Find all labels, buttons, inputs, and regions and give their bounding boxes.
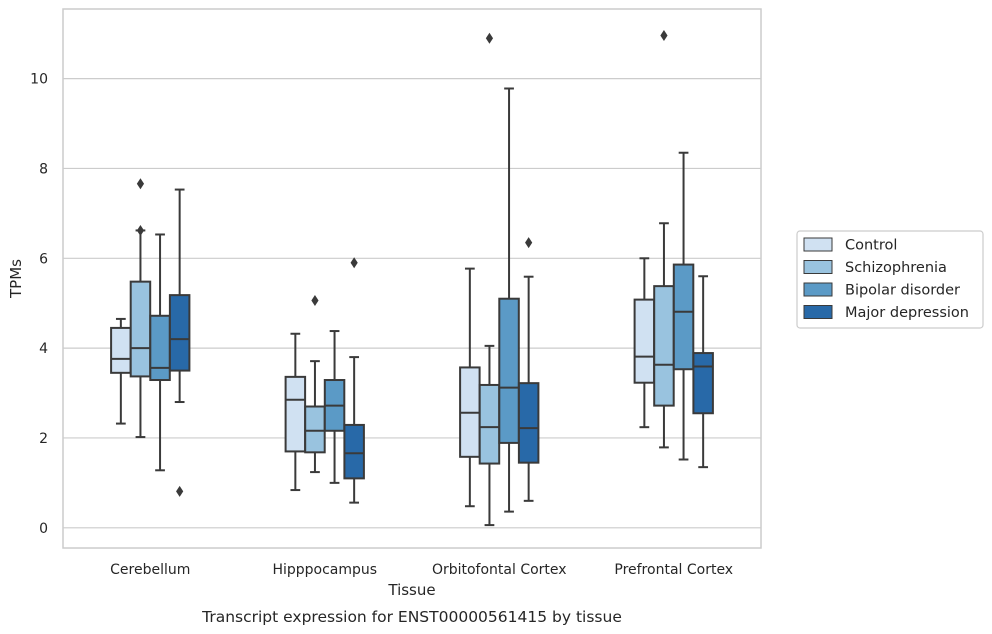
legend-frame bbox=[796, 230, 984, 329]
legend-item-2: Bipolar disorder bbox=[803, 282, 960, 299]
box-0-1-iqr-box bbox=[129, 280, 152, 378]
y-tick-label-5: 10 bbox=[30, 72, 48, 88]
x-tick-label-3: Prefrontal Cortex bbox=[614, 562, 733, 578]
box-0-0 bbox=[110, 317, 132, 425]
box-0-1-outlier-1 bbox=[136, 178, 145, 190]
box-1-3-outlier-0 bbox=[350, 257, 358, 269]
x-tick-label-1: Hipppocampus bbox=[272, 562, 377, 578]
legend-item-3: Major depression bbox=[803, 305, 969, 321]
y-tick-label-2: 4 bbox=[39, 341, 48, 357]
box-0-1 bbox=[129, 178, 152, 439]
box-2-2-iqr-box bbox=[498, 297, 520, 444]
box-3-1-iqr-box bbox=[653, 285, 675, 407]
box-0-0-iqr-box bbox=[110, 326, 132, 374]
box-2-1-outlier-0 bbox=[485, 32, 494, 44]
x-tick-labels: Cerebellum Hipppocampus Orbitofontal Corte… bbox=[110, 562, 733, 578]
legend-item-1: Schizophrenia bbox=[803, 260, 947, 276]
legend-swatch-3 bbox=[803, 305, 833, 319]
legend-label-3: Major depression bbox=[845, 305, 969, 321]
box-2-2 bbox=[498, 87, 520, 513]
legend-swatch-2 bbox=[803, 282, 833, 297]
x-tick-label-0: Cerebellum bbox=[110, 562, 190, 578]
box-3-2 bbox=[672, 151, 695, 461]
box-3-1-outlier-0 bbox=[660, 30, 668, 42]
box-3-0 bbox=[633, 257, 656, 429]
legend-swatch-1 bbox=[803, 260, 833, 274]
legend-swatch-0 bbox=[803, 237, 833, 252]
box-3-3-iqr-box bbox=[692, 352, 714, 415]
box-groups bbox=[110, 30, 714, 527]
box-0-1-outlier-0 bbox=[136, 224, 145, 236]
box-1-1-outlier-0 bbox=[311, 295, 319, 307]
box-2-1-iqr-box bbox=[478, 383, 501, 465]
box-3-3 bbox=[692, 275, 714, 469]
legend-label-1: Schizophrenia bbox=[845, 260, 947, 276]
plot-frame bbox=[62, 8, 762, 549]
legend-label-0: Control bbox=[845, 238, 897, 254]
y-tick-label-1: 2 bbox=[39, 431, 48, 447]
box-group-2 bbox=[459, 32, 540, 527]
box-1-2 bbox=[323, 330, 346, 484]
box-1-3-iqr-box bbox=[343, 423, 365, 480]
legend-item-0: Control bbox=[803, 237, 897, 254]
legend-label-2: Bipolar disorder bbox=[845, 283, 960, 299]
y-tick-label-3: 6 bbox=[39, 251, 48, 267]
box-0-2-iqr-box bbox=[149, 314, 171, 382]
box-1-1 bbox=[304, 295, 326, 474]
box-3-0-iqr-box bbox=[633, 298, 656, 384]
y-tick-labels: 0 2 4 6 8 10 bbox=[30, 72, 48, 537]
box-2-3-iqr-box bbox=[517, 382, 540, 464]
box-1-3 bbox=[343, 257, 365, 504]
box-1-0-iqr-box bbox=[284, 375, 307, 453]
box-0-3-outlier-0 bbox=[176, 485, 184, 497]
box-group-3 bbox=[633, 30, 714, 469]
box-3-2-iqr-box bbox=[672, 263, 695, 371]
x-axis-label: Tissue bbox=[387, 581, 435, 599]
box-group-1 bbox=[284, 257, 365, 504]
y-axis-label: TPMs bbox=[7, 259, 25, 299]
box-2-1 bbox=[478, 32, 501, 527]
chart-caption: Transcript expression for ENST0000056141… bbox=[201, 608, 622, 626]
y-tick-label-4: 8 bbox=[39, 161, 48, 177]
legend: Control Schizophrenia Bipolar disorder Majo… bbox=[796, 230, 984, 329]
box-group-0 bbox=[110, 178, 191, 497]
box-0-3 bbox=[168, 188, 191, 497]
box-0-3-iqr-box bbox=[168, 294, 191, 372]
box-2-3 bbox=[517, 237, 540, 502]
x-tick-label-2: Orbitofontal Cortex bbox=[432, 562, 567, 578]
box-1-1-iqr-box bbox=[304, 405, 326, 454]
y-tick-label-0: 0 bbox=[39, 521, 48, 537]
box-2-3-outlier-0 bbox=[525, 237, 533, 249]
